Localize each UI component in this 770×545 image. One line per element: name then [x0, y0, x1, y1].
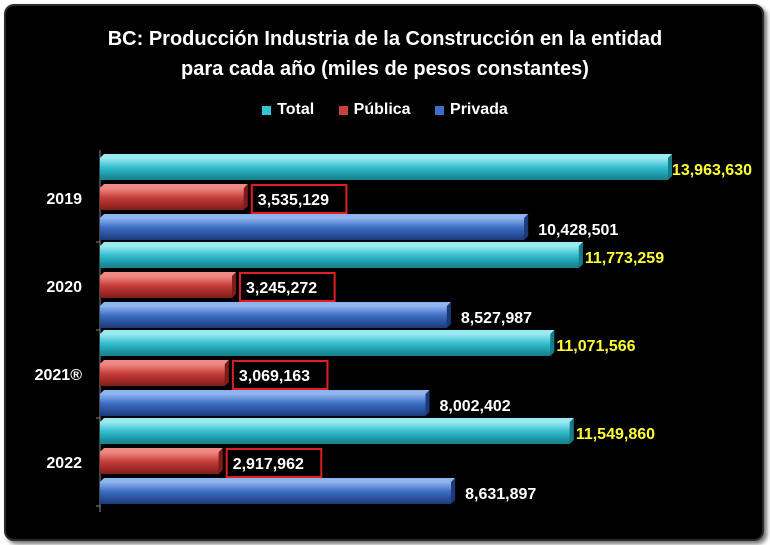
bar-side-privada [425, 390, 430, 416]
legend-label-publica: Pública [353, 101, 411, 118]
category-label: 2019 [46, 191, 82, 208]
bar-top-publica [100, 360, 229, 364]
bar-top-publica [100, 184, 248, 188]
bar-privada [100, 306, 447, 328]
bar-side-publica [218, 448, 223, 474]
bar-side-total [550, 330, 555, 356]
bar-top-total [100, 418, 574, 422]
bar-side-privada [451, 478, 456, 504]
data-label-privada: 8,527,987 [461, 310, 532, 327]
bar-side-total [578, 242, 583, 268]
data-label-publica: 3,245,272 [246, 280, 317, 297]
bar-total [100, 334, 551, 356]
legend-swatch-privada [435, 105, 445, 115]
bar-privada [100, 482, 452, 504]
data-label-total: 11,773,259 [585, 250, 664, 267]
legend-item-publica: Pública [338, 101, 411, 119]
bar-side-total [569, 418, 574, 444]
bar-side-privada [524, 214, 529, 240]
legend-label-total: Total [277, 101, 315, 118]
bar-publica [100, 276, 233, 298]
legend-label-privada: Privada [450, 101, 508, 118]
bar-total [100, 158, 668, 180]
bar-privada [100, 218, 525, 240]
chart-legend: Total Pública Privada [0, 101, 770, 120]
chart-title-line-1: BC: Producción Industria de la Construcc… [107, 28, 663, 50]
bar-top-privada [100, 478, 456, 482]
bar-side-publica [243, 184, 248, 210]
data-label-highlight-box [239, 272, 336, 302]
data-label-privada: 10,428,501 [538, 222, 618, 239]
legend-swatch-publica [338, 105, 348, 115]
bar-top-total [100, 154, 672, 158]
bar-top-total [100, 330, 555, 334]
data-label-publica: 3,069,163 [239, 368, 310, 385]
legend-item-privada: Privada [435, 101, 508, 119]
chart-title: BC: Producción Industria de la Construcc… [0, 24, 770, 84]
category-label: 2022 [46, 455, 82, 472]
bar-side-publica [232, 272, 237, 298]
data-label-total: 13,963,630 [672, 162, 752, 179]
data-label-highlight-box [225, 448, 323, 478]
bar-top-publica [100, 448, 223, 452]
data-label-total: 11,549,860 [576, 426, 655, 443]
bar-top-privada [100, 302, 451, 306]
data-label-total: 11,071,566 [556, 338, 635, 355]
data-label-publica: 3,535,129 [258, 192, 329, 209]
bar-side-privada [446, 302, 451, 328]
bar-privada [100, 394, 426, 416]
category-label: 2021® [35, 367, 83, 384]
bar-total [100, 246, 579, 268]
legend-item-total: Total [262, 101, 314, 119]
bar-top-privada [100, 390, 430, 394]
bar-publica [100, 364, 225, 386]
bar-top-privada [100, 214, 529, 218]
data-label-privada: 8,002,402 [440, 398, 511, 415]
data-label-highlight-box [231, 360, 329, 390]
bar-total [100, 422, 570, 444]
data-label-highlight-box [250, 184, 348, 214]
bar-side-publica [224, 360, 229, 386]
bar-publica [100, 452, 219, 474]
data-label-privada: 8,631,897 [465, 486, 536, 503]
data-label-publica: 2,917,962 [233, 456, 304, 473]
bar-side-total [668, 154, 672, 180]
bar-publica [100, 188, 244, 210]
bar-top-total [100, 242, 583, 246]
chart-title-line-2: para cada año (miles de pesos constantes… [181, 58, 589, 80]
legend-swatch-total [262, 105, 272, 115]
bar-top-publica [100, 272, 237, 276]
category-label: 2020 [46, 279, 82, 296]
